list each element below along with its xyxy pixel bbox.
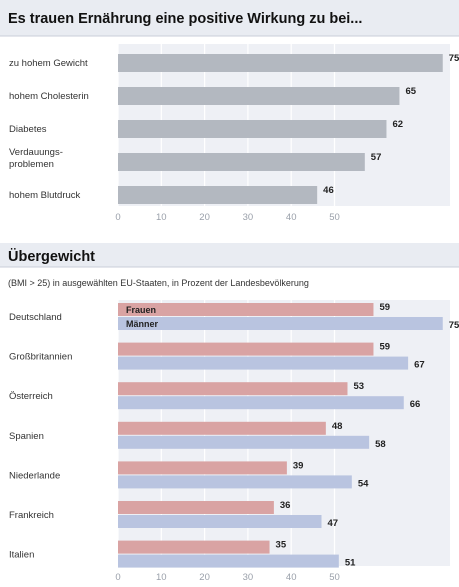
- chart1-bar: [118, 87, 400, 105]
- chart1-bar: [118, 153, 365, 171]
- chart2-bar-frauen: [118, 501, 274, 514]
- chart2-x-tick: 30: [243, 572, 254, 583]
- chart2-category-label: Frankreich: [9, 510, 54, 521]
- chart1-category-label: hohem Blutdruck: [9, 190, 81, 201]
- chart1-category-label: hohem Cholesterin: [9, 91, 89, 102]
- chart2-bar-frauen: [118, 342, 374, 356]
- chart2-value-label: 59: [379, 302, 390, 313]
- chart2-bar-maenner: [118, 396, 404, 410]
- chart2-header-band: [0, 243, 459, 267]
- chart2-bar-maenner: [118, 317, 443, 330]
- chart2-value-label: 59: [379, 342, 390, 353]
- chart2-bar-frauen: [118, 382, 348, 396]
- chart2-category-label: Großbritannien: [9, 352, 72, 363]
- chart2-category-label: Österreich: [9, 391, 53, 402]
- chart2-bar-maenner: [118, 554, 339, 568]
- chart2-subtitle: (BMI > 25) in ausgewählten EU-Staaten, i…: [8, 278, 309, 288]
- chart2-bar-frauen: [118, 303, 374, 316]
- chart1-title: Es trauen Ernährung eine positive Wirkun…: [8, 11, 362, 27]
- chart1-bar: [118, 54, 443, 72]
- chart1-category-label: zu hohem Gewicht: [9, 58, 88, 69]
- chart2-bar-maenner: [118, 356, 409, 370]
- chart2-value-label: 39: [293, 460, 304, 471]
- chart2-value-label: 36: [280, 500, 291, 511]
- chart2-value-label: 66: [410, 399, 421, 410]
- chart2-legend-maenner: Männer: [126, 319, 159, 329]
- chart1-value-label: 57: [371, 152, 382, 163]
- chart1-x-tick: 0: [115, 212, 120, 223]
- chart2-title: Übergewicht: [8, 248, 95, 265]
- chart1-value-label: 46: [323, 185, 334, 196]
- chart2-bar-maenner: [118, 475, 352, 489]
- chart2-x-tick: 40: [286, 572, 297, 583]
- chart2-bar-maenner: [118, 435, 370, 449]
- chart1-x-tick: 50: [329, 212, 340, 223]
- chart2-value-label: 75: [449, 320, 459, 331]
- chart2-value-label: 48: [332, 421, 343, 432]
- chart1-x-tick: 40: [286, 212, 297, 223]
- chart2-bar-frauen: [118, 421, 326, 435]
- chart2-category-label: Italien: [9, 550, 34, 561]
- chart2-x-tick: 10: [156, 572, 167, 583]
- chart2-x-tick: 0: [115, 572, 120, 583]
- chart2-value-label: 67: [414, 360, 425, 371]
- chart2-plot: 0 10 20 30 40 50 59 75 Deutschland 59 67 Großbritan…: [9, 300, 459, 583]
- chart2-value-label: 51: [345, 558, 356, 569]
- chart2-legend-frauen: Frauen: [126, 305, 156, 315]
- chart1-bar: [118, 120, 387, 138]
- chart2-category-label: Deutschland: [9, 312, 62, 323]
- chart2-x-tick: 20: [199, 572, 210, 583]
- chart2-bar-frauen: [118, 540, 270, 554]
- chart1-header-band: [0, 0, 459, 36]
- chart1-x-tick: 30: [243, 212, 254, 223]
- chart1-x-tick: 10: [156, 212, 167, 223]
- chart2-value-label: 35: [276, 540, 287, 551]
- chart1-x-tick: 20: [199, 212, 210, 223]
- chart1-value-label: 65: [405, 86, 416, 97]
- chart2-bar-maenner: [118, 515, 322, 528]
- chart2-value-label: 53: [353, 381, 364, 392]
- chart1-category-label: Diabetes: [9, 124, 47, 135]
- chart1-value-label: 75: [449, 53, 459, 64]
- chart1-category-label: Verdauungs-problemen: [9, 147, 63, 170]
- chart2-value-label: 47: [328, 518, 339, 529]
- chart1-value-label: 62: [392, 119, 403, 130]
- chart1-bar: [118, 186, 318, 204]
- chart2-value-label: 54: [358, 478, 369, 489]
- chart2-category-label: Niederlande: [9, 470, 60, 481]
- chart2-category-label: Spanien: [9, 431, 44, 442]
- chart1-plot: 0 10 20 30 40 50 zu hohem Gewicht 75 hohem Chole…: [9, 44, 459, 223]
- chart2-value-label: 58: [375, 439, 386, 450]
- chart2-x-tick: 50: [329, 572, 340, 583]
- chart2-bar-frauen: [118, 461, 287, 475]
